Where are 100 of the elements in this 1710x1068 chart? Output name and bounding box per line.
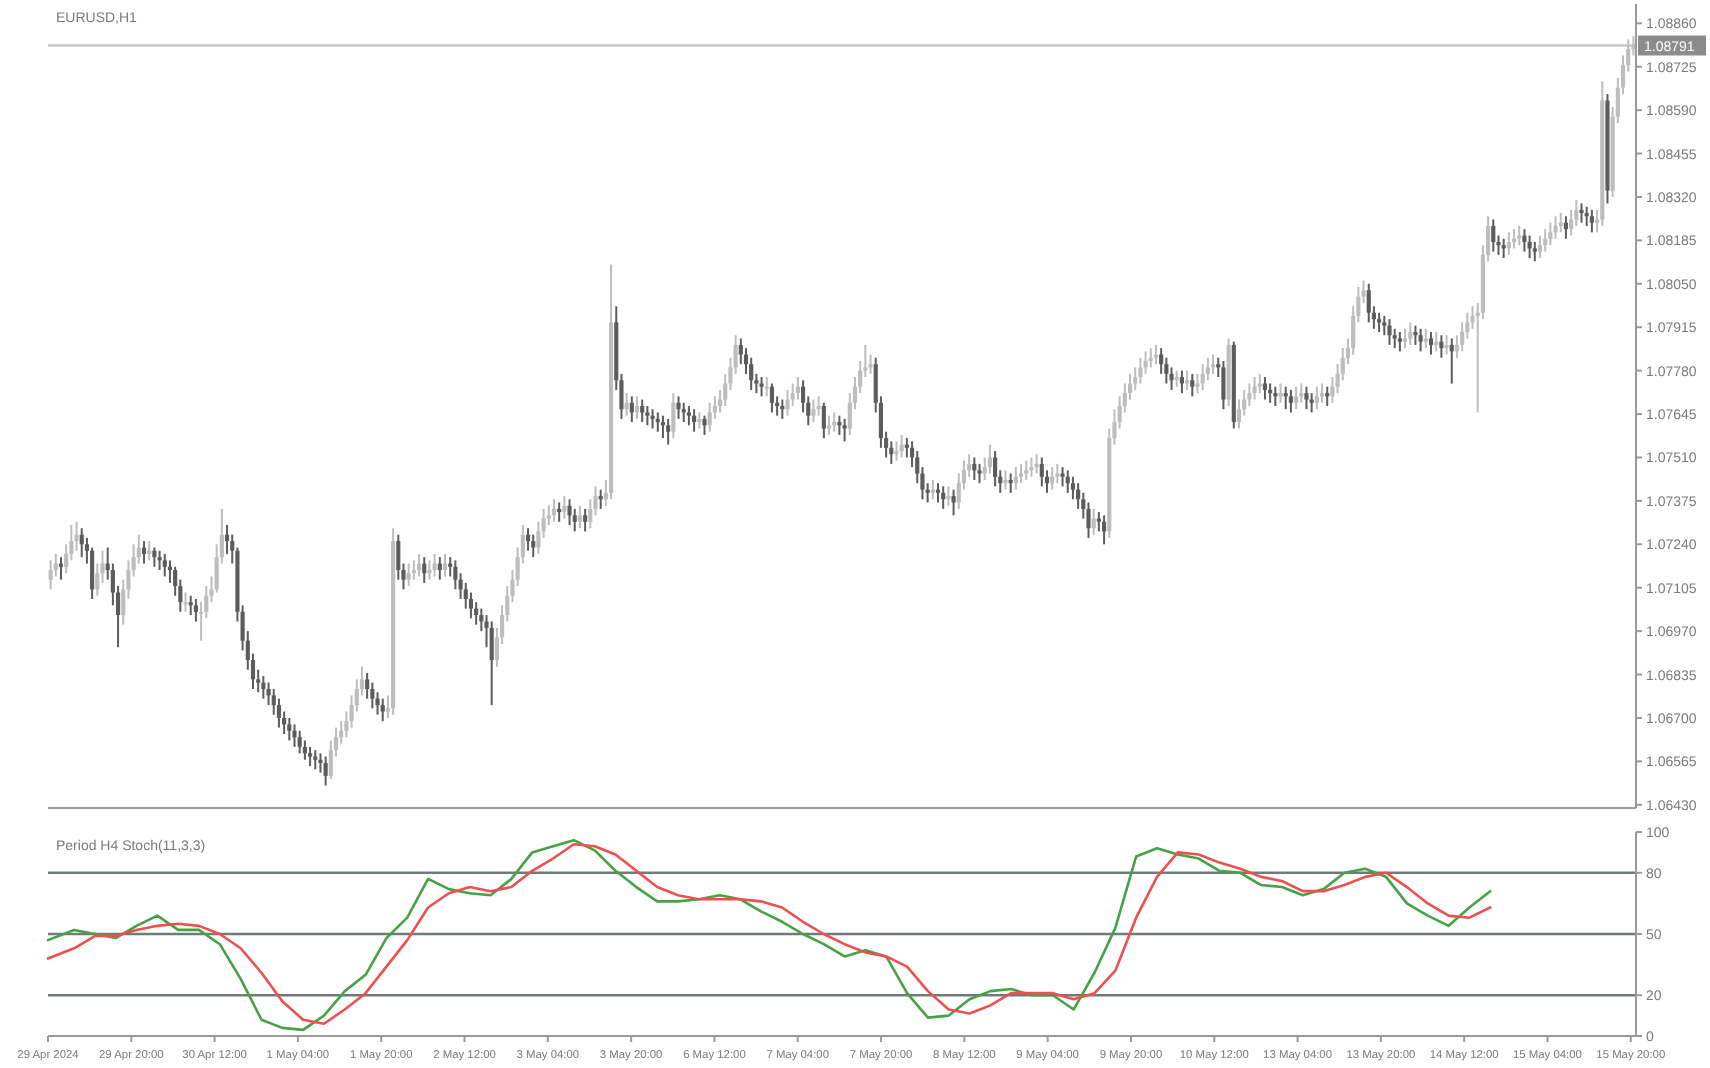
candlestick [904,437,909,459]
candlestick [308,745,313,768]
candlestick [764,376,769,398]
candlestick [1418,327,1423,353]
candlestick [1553,215,1558,240]
candlestick [1548,221,1553,247]
candlestick [1314,385,1319,411]
candlestick [1434,331,1439,353]
candlestick [1299,382,1304,404]
candlestick [1589,208,1594,234]
candlestick [1018,462,1024,485]
candlestick [489,620,494,707]
candlestick [531,533,536,559]
candlestick [323,755,328,787]
candlestick [1304,385,1309,411]
candlestick [1517,224,1522,247]
candlestick [365,671,370,700]
candlestick [686,405,691,427]
candlestick [1387,318,1392,346]
candlestick [1460,321,1465,353]
candlestick [1288,388,1293,414]
candlestick [1382,314,1387,337]
candlestick [811,398,816,424]
candlestick [406,562,411,588]
candlestick [1236,398,1242,430]
candlestick [1205,356,1210,382]
candlestick [1319,382,1325,404]
candlestick [645,405,650,427]
candlestick [738,337,743,366]
candlestick [821,401,826,440]
candlestick [422,556,427,584]
candlestick [79,527,84,559]
candlestick [1309,392,1314,414]
candlestick [1055,462,1060,485]
candlestick [1584,205,1589,227]
candlestick [780,398,785,420]
candlestick [935,482,941,504]
candlestick [183,591,188,613]
candlestick [826,414,832,436]
candlestick [1060,466,1065,488]
candlestick [1366,282,1371,324]
candlestick [1444,334,1449,356]
candlestick [557,501,562,523]
candlestick [468,591,474,620]
candlestick [1491,218,1496,253]
candlestick [655,411,660,433]
candlestick [1268,382,1273,404]
candlestick [1558,212,1563,234]
candlestick [370,681,375,710]
candlestick [951,488,956,517]
candlestick [157,549,162,572]
candlestick [681,401,686,424]
candlestick [1200,363,1205,391]
candlestick [1262,376,1268,401]
candlestick [660,414,666,440]
candlestick [837,414,842,436]
candlestick [1522,228,1527,253]
candlestick [977,462,982,485]
candlestick [380,697,385,723]
candlestick [567,498,572,526]
candlestick [1428,331,1434,356]
candlestick [583,507,588,533]
candlestick [1413,324,1418,346]
candlestick [1153,343,1159,366]
candlestick [1501,237,1506,260]
candlestick [769,382,775,414]
candlestick [1003,469,1008,491]
candlestick [1294,385,1299,411]
candlestick [453,559,458,591]
candlestick [1148,347,1153,369]
candlestick [598,488,603,510]
candlestick [193,597,198,623]
candlestick [832,411,837,433]
candlestick [759,376,764,398]
candlestick [276,697,282,729]
candlestick [48,559,53,591]
candlestick [987,443,992,475]
candlestick [676,395,681,420]
candlestick [1537,234,1543,260]
candlestick [894,440,899,462]
candlestick [993,450,998,488]
candlestick [946,485,951,507]
candlestick [1278,382,1283,404]
candlestick [1210,353,1216,375]
candlestick [188,594,193,617]
candlestick [427,559,432,581]
candlestick [1195,372,1200,395]
candlestick [74,520,79,552]
candlestick [1086,501,1091,539]
candlestick [1252,376,1257,401]
candlestick [629,395,634,424]
candlestick [868,353,873,375]
candlestick [1190,372,1195,398]
candlestick [577,504,582,530]
candlestick [1392,327,1397,350]
candlestick [1377,311,1382,334]
candlestick [1039,456,1044,488]
candlestick [287,716,292,742]
candlestick [930,478,935,501]
candlestick [463,581,468,610]
